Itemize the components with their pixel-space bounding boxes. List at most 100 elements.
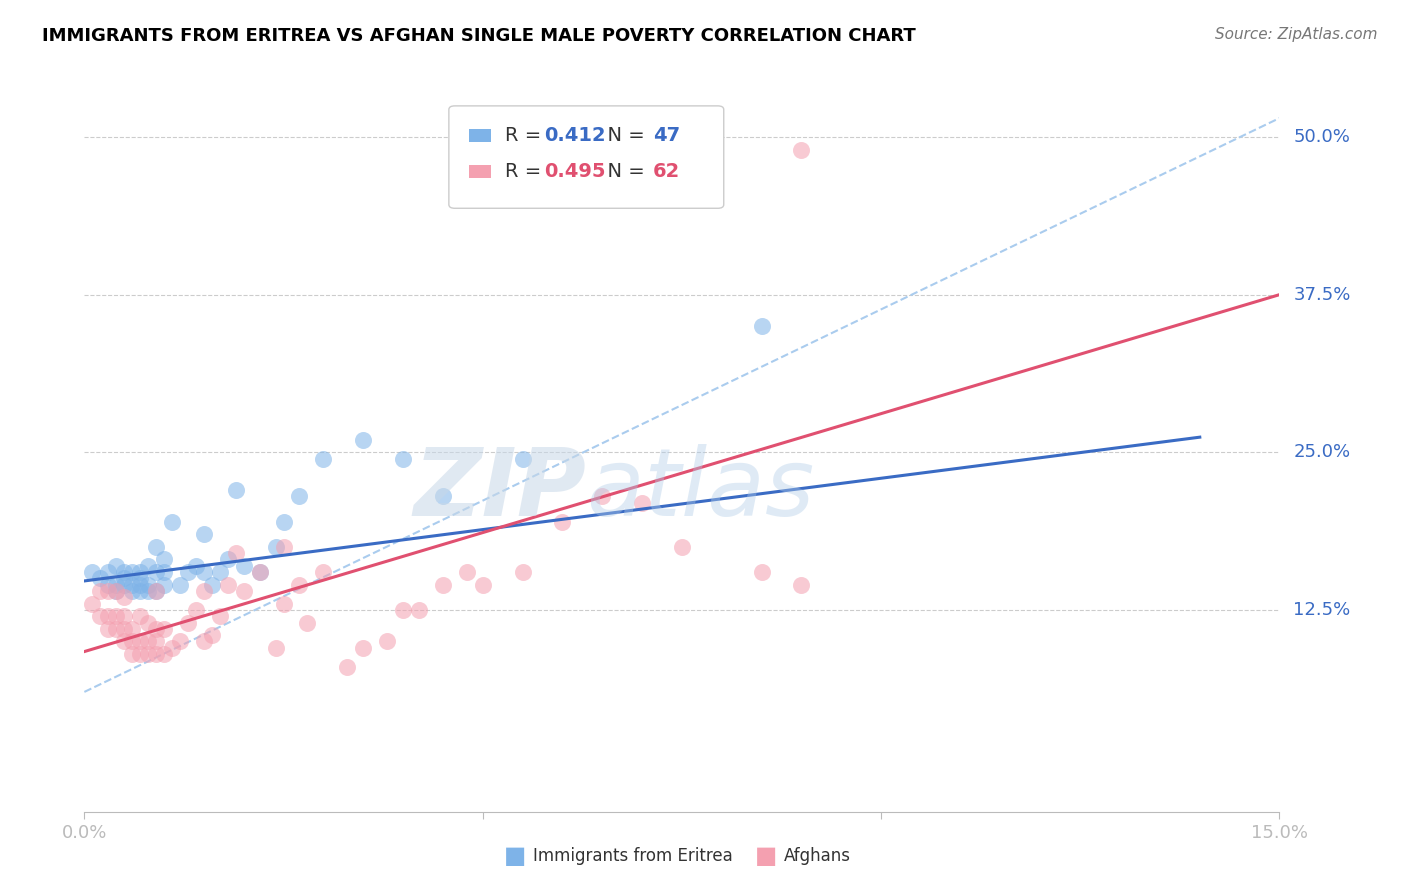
Point (145, 584, 167, 599)
Point (121, 634, 143, 648)
Point (671, 540, 693, 554)
Text: 62: 62 (654, 162, 681, 181)
Point (352, 433, 374, 447)
Point (121, 622, 143, 636)
Point (312, 451, 335, 466)
Point (288, 490, 311, 504)
Point (121, 565, 143, 579)
Point (273, 540, 295, 554)
Point (751, 565, 773, 579)
Point (169, 634, 191, 648)
Point (790, 143, 813, 157)
Point (273, 597, 295, 611)
Point (105, 609, 128, 624)
Text: 0.495: 0.495 (544, 162, 606, 181)
Point (153, 578, 176, 592)
Point (273, 515, 295, 529)
Text: atlas: atlas (586, 444, 814, 535)
Text: 37.5%: 37.5% (1294, 285, 1351, 303)
Point (145, 584, 167, 599)
Point (217, 578, 239, 592)
Point (82, 597, 104, 611)
Point (288, 578, 311, 592)
Point (129, 584, 152, 599)
Point (193, 634, 215, 648)
Point (121, 584, 143, 599)
Point (129, 578, 152, 592)
Point (136, 647, 159, 661)
Point (232, 558, 254, 573)
Point (169, 578, 191, 592)
Point (129, 565, 152, 579)
Point (129, 647, 152, 661)
Point (129, 609, 152, 624)
Text: Source: ZipAtlas.com: Source: ZipAtlas.com (1215, 27, 1378, 42)
Point (512, 565, 534, 579)
Point (201, 578, 224, 592)
Point (89, 571, 111, 585)
Point (105, 584, 128, 599)
Point (184, 558, 207, 573)
Point (97, 584, 120, 599)
Point (177, 615, 200, 630)
Point (121, 647, 143, 661)
Point (264, 640, 287, 655)
Point (471, 578, 494, 592)
Point (184, 603, 207, 617)
Point (201, 628, 224, 642)
Point (225, 483, 247, 497)
Point (591, 490, 613, 504)
Point (112, 634, 135, 648)
Point (145, 540, 167, 554)
Point (456, 565, 478, 579)
Point (105, 584, 128, 599)
Text: N =: N = (595, 162, 651, 181)
Text: R =: R = (505, 162, 547, 181)
Point (153, 647, 176, 661)
FancyBboxPatch shape (470, 165, 491, 178)
Point (432, 578, 454, 592)
Point (751, 319, 773, 334)
Text: N =: N = (595, 126, 651, 145)
Point (631, 496, 654, 510)
FancyBboxPatch shape (449, 106, 724, 209)
Point (105, 578, 128, 592)
Point (136, 558, 159, 573)
Point (136, 578, 159, 592)
Text: Immigrants from Eritrea: Immigrants from Eritrea (533, 847, 733, 864)
Point (177, 565, 200, 579)
Point (112, 622, 135, 636)
Point (97, 578, 120, 592)
Point (153, 565, 176, 579)
Point (112, 571, 135, 585)
Point (392, 451, 415, 466)
Point (112, 578, 135, 592)
Point (375, 634, 398, 648)
Point (136, 584, 159, 599)
Point (512, 451, 534, 466)
Text: 0.412: 0.412 (544, 126, 606, 145)
Text: ZIP: ZIP (413, 444, 586, 536)
Point (145, 634, 167, 648)
Point (225, 546, 247, 560)
Point (264, 540, 287, 554)
Point (392, 603, 415, 617)
Point (249, 565, 271, 579)
Point (153, 552, 176, 566)
FancyBboxPatch shape (470, 128, 491, 142)
Point (105, 622, 128, 636)
Point (89, 584, 111, 599)
Point (105, 558, 128, 573)
Point (89, 609, 111, 624)
Point (97, 622, 120, 636)
Point (112, 591, 135, 605)
Point (153, 622, 176, 636)
Point (217, 552, 239, 566)
Point (112, 565, 135, 579)
Point (193, 565, 215, 579)
Point (136, 634, 159, 648)
Point (352, 640, 374, 655)
Text: 50.0%: 50.0% (1294, 128, 1350, 146)
Point (790, 578, 813, 592)
Point (193, 527, 215, 541)
